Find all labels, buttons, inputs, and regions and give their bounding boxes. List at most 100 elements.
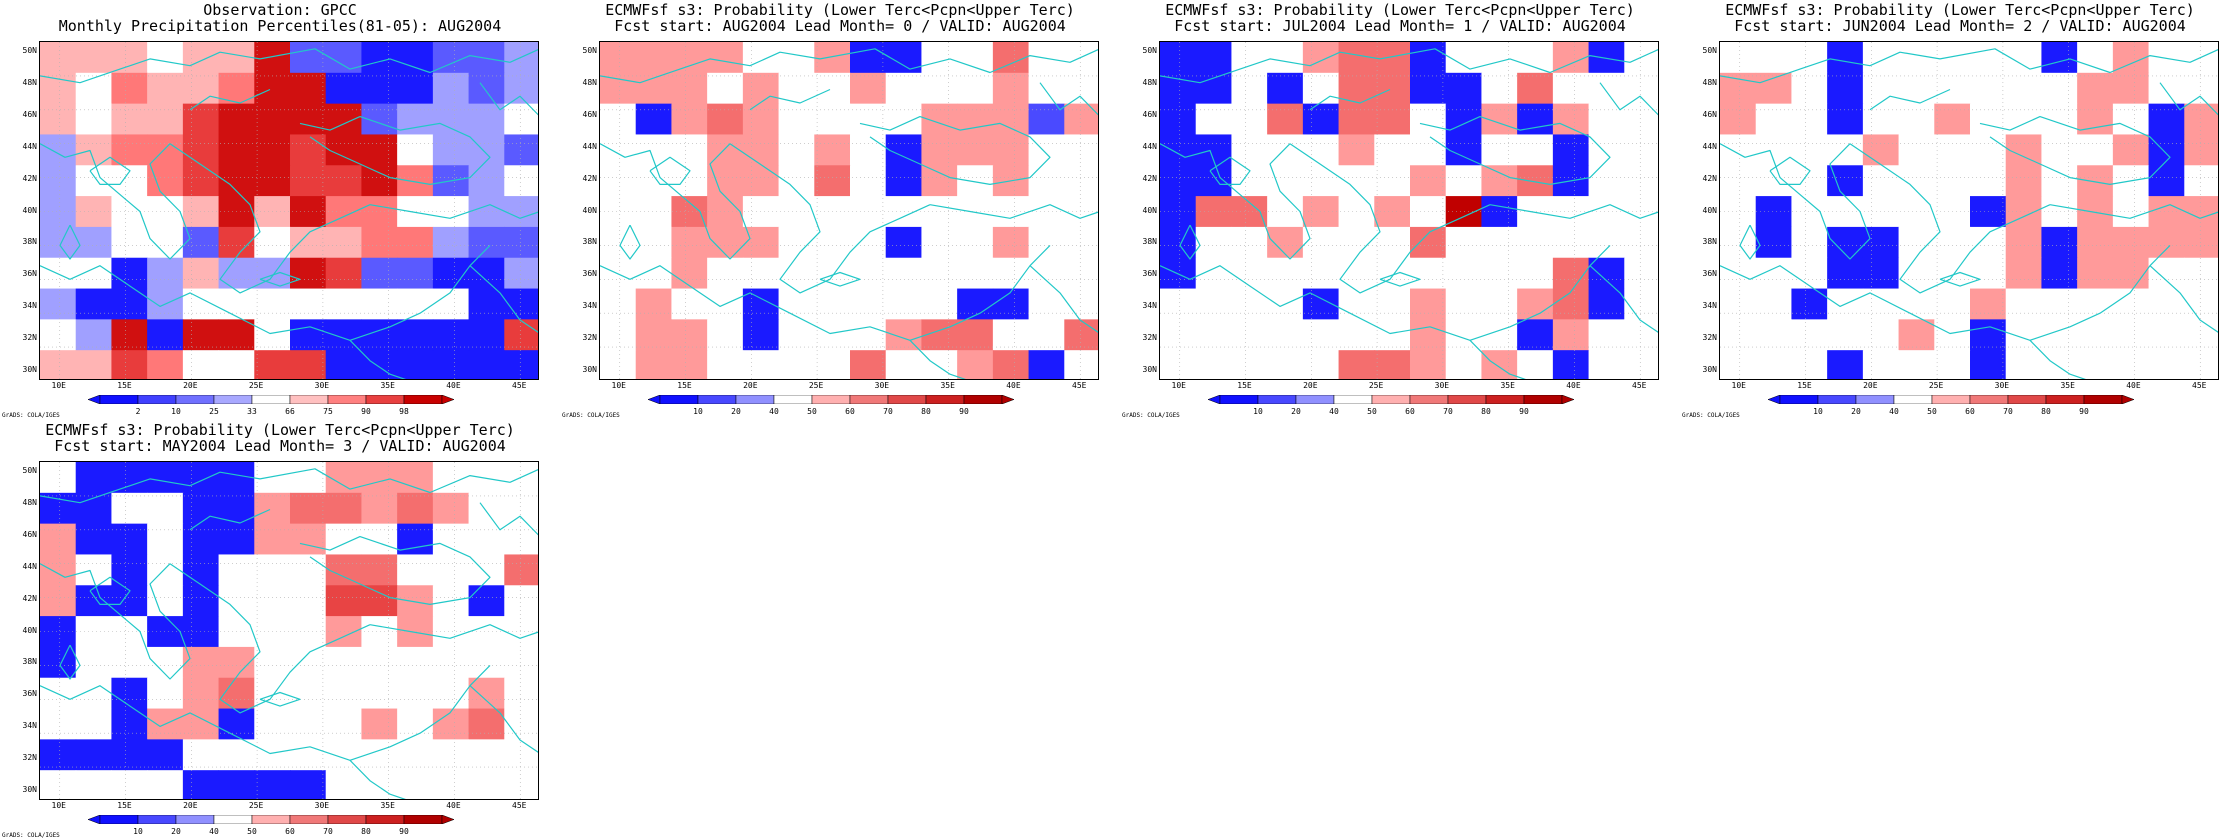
grid-cell [397, 462, 434, 494]
grid-cell [75, 462, 112, 494]
grid-cell [1338, 134, 1375, 166]
grid-cell [1028, 257, 1065, 290]
coastline [479, 82, 538, 116]
grid-cell [254, 492, 291, 525]
grid-cell [957, 42, 994, 74]
grid-cell [432, 196, 470, 228]
grid-cell [1970, 103, 2007, 135]
colorbar-label: 80 [921, 407, 931, 416]
coastline [1979, 115, 2171, 185]
latitude-label: 36N [582, 269, 597, 279]
latitude-label: 42N [1702, 173, 1717, 183]
grid-cell [2005, 72, 2042, 105]
grid-cell [40, 646, 77, 679]
grid-cell [1267, 165, 1304, 197]
coastline [169, 563, 371, 714]
grid-cell [75, 42, 112, 74]
grid-cell [1445, 72, 1482, 105]
grid-cell [2005, 288, 2042, 320]
grid-cell [742, 134, 780, 166]
grid-cell [397, 677, 434, 710]
colorbar-segment [1817, 395, 1857, 404]
grid-cell [1624, 165, 1658, 197]
grid-cell [504, 585, 538, 617]
grid-cell [111, 134, 148, 166]
grid-cell [635, 196, 672, 228]
panel-title: ECMWFsf s3: Probability (Lower Terc<Pcpn… [605, 1, 1075, 19]
grid-cell [600, 319, 637, 351]
grid-cell [1267, 42, 1304, 74]
grid-cell [218, 350, 255, 379]
grid-cell [111, 42, 148, 74]
colorbar-label: 10 [693, 407, 703, 416]
grid-cell [147, 42, 184, 74]
coastline [749, 88, 831, 111]
grid-cell [1898, 42, 1935, 74]
grid-cell [397, 134, 434, 166]
grid-cell [992, 288, 1030, 320]
grid-cell [468, 585, 505, 617]
grid-cell [1862, 103, 1900, 135]
grid-cell [40, 616, 77, 648]
grid-cell [885, 103, 922, 135]
grid-cell [2041, 42, 2078, 74]
grid-cell [814, 42, 851, 74]
grid-cell [1862, 319, 1900, 351]
grid-cell [742, 103, 780, 135]
grid-cell [361, 226, 398, 259]
grid-cell [1517, 288, 1554, 320]
grid-cell [1302, 319, 1340, 351]
grid-cell [1720, 319, 1757, 351]
grid-cell [397, 196, 434, 228]
grid-cell [814, 134, 851, 166]
panel-subtitle: Fcst start: AUG2004 Lead Month= 0 / VALI… [614, 17, 1066, 35]
grid-cell [957, 257, 994, 290]
grid-cell [111, 677, 148, 710]
grid-cell [182, 42, 220, 74]
panel-title: ECMWFsf s3: Probability (Lower Terc<Pcpn… [1725, 1, 2195, 19]
coastline [1160, 244, 1611, 341]
grid-cell [1624, 350, 1658, 379]
grid-cell [671, 319, 708, 351]
grid-cell [1720, 42, 1757, 74]
grid-cell [2184, 196, 2218, 228]
grid-cell [635, 103, 672, 135]
grid-cell [468, 462, 505, 494]
grid-cell [147, 319, 184, 351]
grid-cell [397, 554, 434, 586]
coastline [600, 143, 751, 260]
colorbar-segment [887, 395, 927, 404]
coastline [1289, 143, 1491, 294]
grid-cell [1064, 226, 1098, 259]
grid-cell [1195, 165, 1232, 197]
map-panel-lead-0: ECMWFsf s3: Probability (Lower Terc<Pcpn… [560, 0, 1120, 420]
grid-cell [182, 319, 220, 351]
longitude-label: 25E [808, 381, 824, 390]
latitude-label: 36N [1702, 269, 1717, 279]
colorbar [88, 815, 454, 824]
grid-cell [957, 196, 994, 228]
grid-cell [1624, 103, 1658, 135]
grid-cell [40, 196, 77, 228]
colorbar-segment [735, 395, 775, 404]
grid-cell [1481, 42, 1518, 74]
coastline [40, 143, 191, 260]
latitude-label: 32N [22, 333, 37, 343]
grid-cell [182, 770, 220, 799]
grid-cell [290, 165, 327, 197]
grid-cell [1934, 103, 1971, 135]
grid-cell [1160, 288, 1197, 320]
grid-cell [1064, 103, 1098, 135]
coastline [1939, 271, 1981, 287]
grid-cell [1755, 350, 1792, 379]
grid-cell [957, 226, 994, 259]
colorbar-graphic [88, 815, 454, 824]
grid-cell [111, 196, 148, 228]
grid-cell [1231, 257, 1268, 290]
grid-cell [1970, 288, 2007, 320]
grid-cell [254, 134, 291, 166]
grid-cell [2041, 288, 2078, 320]
grid-cell [147, 165, 184, 197]
colorbar-segment [1371, 395, 1411, 404]
grid-cell [1374, 72, 1411, 105]
